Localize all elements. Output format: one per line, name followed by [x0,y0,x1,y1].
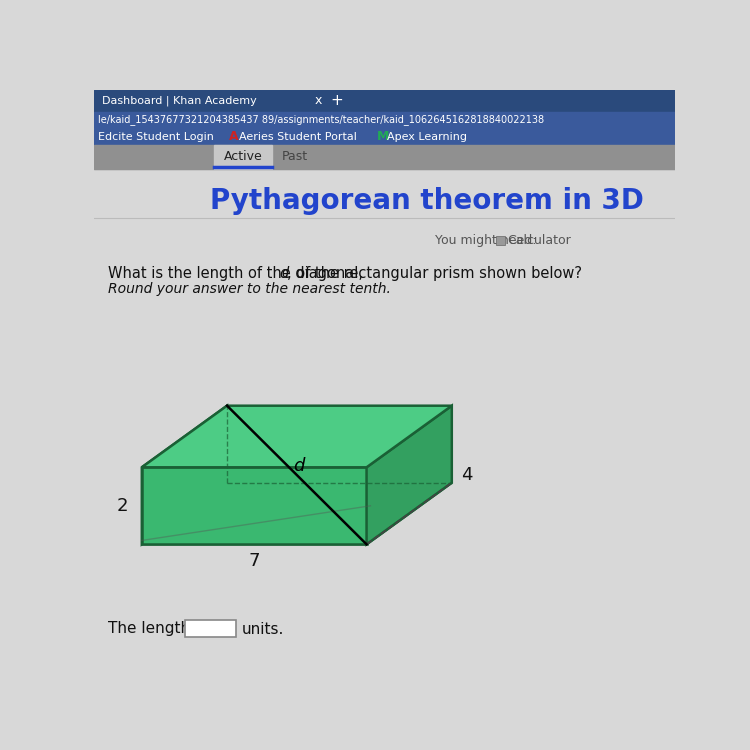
Text: le/kaid_15437677321204385437 89/assignments/teacher/kaid_1062645162818840022138: le/kaid_15437677321204385437 89/assignme… [98,115,544,125]
Bar [214,146,272,169]
Bar [94,169,675,668]
Text: d: d [280,266,289,280]
Bar [94,90,675,112]
Polygon shape [142,406,452,467]
Text: Dashboard | Khan Academy: Dashboard | Khan Academy [101,95,256,106]
Text: d: d [293,457,304,475]
Text: Edcite Student Login: Edcite Student Login [98,132,214,142]
Polygon shape [142,467,367,544]
Bar [185,620,236,637]
Text: Past: Past [282,151,308,164]
Text: units.: units. [242,622,284,637]
Bar [94,112,675,128]
Text: , of the rectangular prism shown below?: , of the rectangular prism shown below? [286,266,582,280]
Text: A: A [230,130,239,143]
Text: Round your answer to the nearest tenth.: Round your answer to the nearest tenth. [108,282,391,296]
Polygon shape [367,406,452,544]
Text: What is the length of the diagonal,: What is the length of the diagonal, [108,266,368,280]
Polygon shape [142,406,227,544]
Text: x: x [315,94,322,107]
Text: Active: Active [224,151,262,164]
Text: 4: 4 [461,466,472,484]
Polygon shape [142,483,452,544]
Bar [496,236,505,244]
Bar [94,128,675,146]
Text: Aeries Student Portal: Aeries Student Portal [239,132,357,142]
Bar [94,146,675,169]
Text: Apex Learning: Apex Learning [387,132,466,142]
Text: Pythagorean theorem in 3D: Pythagorean theorem in 3D [210,187,644,215]
Text: You might need:: You might need: [435,235,536,248]
Text: Calculator: Calculator [508,235,572,248]
Text: +: + [330,93,343,108]
Text: 2: 2 [116,496,128,514]
Text: 7: 7 [248,552,260,570]
Text: The length is: The length is [108,622,207,637]
Text: M: M [376,130,389,143]
